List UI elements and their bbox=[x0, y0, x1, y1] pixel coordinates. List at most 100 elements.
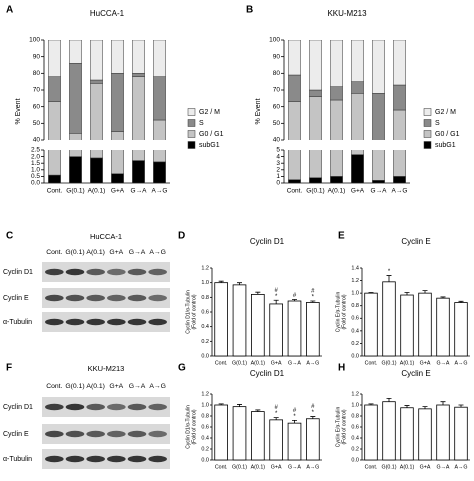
legend-swatch bbox=[423, 141, 432, 149]
blot-band bbox=[127, 318, 147, 326]
bar-segment bbox=[69, 203, 81, 206]
blot-band bbox=[148, 318, 167, 326]
bar-segment bbox=[351, 93, 364, 140]
bar-segment bbox=[111, 73, 124, 132]
bar-segment bbox=[69, 40, 82, 64]
chart-title: Cyclin D1 bbox=[250, 237, 285, 246]
bar-segment bbox=[90, 150, 103, 159]
bar bbox=[306, 418, 320, 461]
row-label: Cyclin D1 bbox=[3, 404, 33, 411]
y-tick-label: 0.6 bbox=[201, 309, 209, 315]
bar-segment bbox=[393, 84, 406, 111]
x-tick-label: G(0.1) bbox=[381, 360, 396, 366]
y-tick-label: 0.0 bbox=[31, 180, 40, 187]
bar bbox=[418, 408, 432, 461]
bar-segment bbox=[309, 150, 322, 178]
legend-swatch bbox=[187, 119, 196, 127]
blot-strip bbox=[42, 312, 170, 332]
significance-marker: * bbox=[275, 411, 278, 417]
x-tick-label: G→A bbox=[131, 188, 148, 195]
bar bbox=[269, 419, 283, 461]
blot-band bbox=[86, 268, 105, 276]
bar-segment bbox=[393, 150, 406, 177]
bar-segment bbox=[351, 200, 363, 207]
blot-band bbox=[86, 318, 105, 326]
error-bar bbox=[255, 291, 261, 295]
significance-marker: # bbox=[274, 405, 278, 411]
y-tick-label: 1.2 bbox=[351, 278, 359, 284]
y-tick-label: 0.8 bbox=[351, 303, 359, 309]
blot-strip bbox=[42, 262, 170, 282]
error-bar bbox=[404, 405, 410, 408]
lane-label: G(0.1) bbox=[65, 383, 84, 390]
legend-label: S bbox=[199, 120, 204, 127]
blot-band bbox=[148, 455, 167, 463]
blot-strip bbox=[42, 397, 170, 417]
bar-segment bbox=[351, 154, 364, 183]
y-tick-label: 80 bbox=[273, 70, 281, 77]
error-bar bbox=[218, 280, 224, 283]
bar-segment bbox=[330, 40, 343, 87]
row-label: Cyclin E bbox=[3, 431, 29, 438]
significance-marker: # bbox=[311, 404, 315, 410]
row-label: α-Tubulin bbox=[3, 319, 32, 326]
x-tick-label: G(0.1) bbox=[306, 188, 324, 195]
y-axis-label: (Fold of control) bbox=[341, 294, 347, 329]
error-bar bbox=[440, 296, 446, 299]
bar-segment bbox=[330, 86, 343, 101]
bar-segment bbox=[153, 161, 166, 183]
y-axis-label: (Fold of control) bbox=[191, 294, 197, 329]
panel-letter: C bbox=[6, 231, 13, 242]
bar-segment bbox=[288, 179, 301, 183]
y-tick-label: 70 bbox=[33, 87, 41, 94]
significance-marker: * bbox=[312, 410, 315, 416]
lane-label: Cont. bbox=[46, 249, 62, 256]
y-tick-label: 2.5 bbox=[31, 147, 40, 154]
y-tick-label: 1.2 bbox=[201, 391, 209, 397]
bar bbox=[306, 302, 320, 357]
panel-letter: D bbox=[178, 231, 185, 242]
y-tick-label: 0.4 bbox=[201, 435, 209, 441]
y-axis-label: (Fold of control) bbox=[341, 409, 347, 444]
blot-band bbox=[127, 403, 147, 411]
legend-label: G2 / M bbox=[435, 109, 456, 116]
error-bar bbox=[255, 409, 261, 412]
panel-letter: G bbox=[178, 363, 186, 374]
y-tick-label: 0.6 bbox=[351, 316, 359, 322]
blot-band bbox=[148, 268, 167, 276]
x-tick-label: G→A bbox=[437, 360, 450, 366]
chart-title: HuCCA-1 bbox=[90, 9, 125, 18]
error-bar bbox=[422, 290, 428, 294]
x-tick-label: A(0.1) bbox=[251, 360, 266, 366]
legend-swatch bbox=[187, 130, 196, 138]
y-tick-label: 0.6 bbox=[351, 424, 359, 430]
blot-band bbox=[86, 294, 105, 302]
error-bar bbox=[458, 300, 464, 303]
bar-segment bbox=[90, 157, 103, 183]
x-tick-label: G→A bbox=[437, 464, 450, 470]
y-tick-label: 1.0 bbox=[351, 291, 359, 297]
bar-segment bbox=[330, 205, 342, 207]
bar-segment bbox=[69, 150, 82, 157]
y-axis-label: Cyclin E/α-Tubulin bbox=[335, 292, 341, 333]
row-label: α-Tubulin bbox=[3, 456, 32, 463]
bar bbox=[364, 292, 378, 357]
lane-label: A(0.1) bbox=[86, 249, 105, 256]
bar-segment bbox=[372, 40, 385, 94]
significance-marker: * bbox=[293, 414, 296, 420]
bar bbox=[454, 302, 468, 357]
y-tick-label: 0.0 bbox=[201, 457, 209, 463]
lane-label: A→G bbox=[149, 383, 166, 390]
bar-segment bbox=[48, 40, 61, 77]
bar bbox=[400, 407, 414, 461]
row-label: Cyclin E bbox=[3, 295, 29, 302]
y-tick-label: 4 bbox=[276, 153, 280, 160]
blot-band bbox=[45, 403, 64, 411]
lane-label: A(0.1) bbox=[86, 383, 105, 390]
legend-label: subG1 bbox=[435, 142, 456, 149]
y-tick-label: 1.0 bbox=[201, 402, 209, 408]
bar bbox=[418, 292, 432, 357]
bar-segment bbox=[153, 150, 166, 163]
x-tick-label: A(0.1) bbox=[328, 188, 346, 195]
bar-segment bbox=[48, 174, 61, 183]
